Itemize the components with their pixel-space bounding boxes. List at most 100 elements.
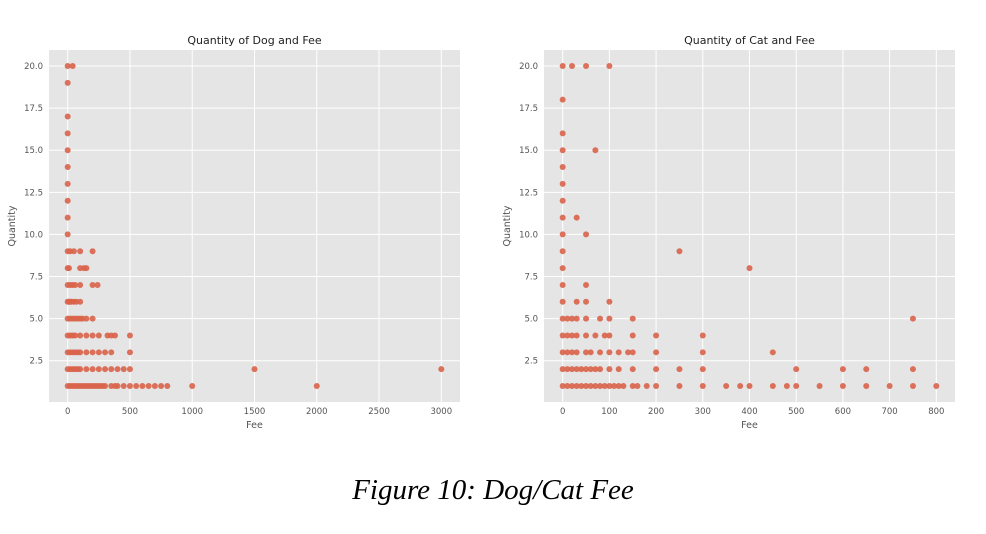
data-point [77,366,84,373]
x-tick-label: 2500 [368,407,390,417]
data-point [615,349,622,356]
y-tick-label: 2.5 [524,357,538,367]
data-point [569,366,576,373]
data-point [723,383,730,389]
data-point [629,366,636,373]
data-point [559,180,566,187]
data-point [597,383,604,389]
data-point [95,349,102,356]
data-point [108,349,115,356]
data-point [559,332,566,339]
data-point [158,383,165,389]
data-point [746,265,753,272]
data-point [139,383,146,389]
data-point [120,366,127,373]
x-tick-label: 0 [560,407,565,417]
data-point [583,366,590,373]
x-axis-label: Fee [246,420,263,431]
data-point [64,180,71,187]
x-tick-label: 0 [65,407,70,417]
data-point [676,366,683,373]
data-point [601,332,608,339]
data-point [559,130,566,137]
data-point [653,349,660,356]
data-point [569,349,576,356]
data-point [559,265,566,272]
data-point [559,298,566,305]
data-point [114,383,121,389]
x-tick-label: 500 [788,407,804,417]
data-point [89,248,96,255]
data-point [559,63,566,69]
x-tick-label: 1500 [244,407,266,417]
y-tick-label: 5.0 [524,315,538,325]
data-point [64,63,71,69]
y-axis-label: Quantity [7,205,18,246]
data-point [653,366,660,373]
y-tick-label: 7.5 [29,273,43,283]
data-point [863,366,870,373]
y-tick-label: 17.5 [24,104,43,114]
data-point [606,315,613,322]
x-tick-label: 400 [741,407,757,417]
data-point [573,315,580,322]
data-point [573,349,580,356]
data-point [886,383,893,389]
data-point [89,349,96,356]
data-point [120,383,127,389]
data-point [72,281,79,288]
data-point [583,332,590,339]
data-point [94,281,101,288]
data-point [933,383,940,389]
data-point [587,366,594,373]
data-point [83,332,90,339]
data-point [583,383,590,389]
data-point [151,383,158,389]
data-point [606,366,613,373]
data-point [606,383,613,389]
data-point [564,366,571,373]
data-point [559,147,566,154]
data-point [573,214,580,221]
data-point [615,366,622,373]
data-point [564,383,571,389]
data-point [629,332,636,339]
data-point [559,281,566,288]
data-point [578,366,585,373]
data-point [164,383,171,389]
data-point [597,349,604,356]
data-point [597,315,604,322]
data-point [65,265,72,272]
data-point [69,63,76,69]
data-point [89,281,96,288]
data-point [64,164,71,171]
data-point [133,383,140,389]
data-point [746,383,753,389]
data-point [909,383,916,389]
data-point [569,332,576,339]
y-tick-label: 12.5 [519,188,538,198]
data-point [569,383,576,389]
data-point [64,113,71,120]
y-tick-label: 15.0 [24,146,43,156]
data-point [83,349,90,356]
chart-title: Quantity of Dog and Fee [187,34,321,47]
data-point [615,383,622,389]
data-point [573,298,580,305]
data-point [64,130,71,137]
data-point [83,366,90,373]
y-tick-label: 2.5 [29,357,43,367]
data-point [769,349,776,356]
data-point [592,383,599,389]
data-point [126,332,133,339]
data-point [114,366,121,373]
data-point [583,231,590,238]
data-point [89,366,96,373]
data-point [77,281,84,288]
x-tick-label: 300 [695,407,711,417]
x-tick-label: 100 [601,407,617,417]
figure: 0 500 1000 1500 2000 2500 30002.55.07.510.012.… [7,34,955,431]
data-point [783,383,790,389]
y-tick-label: 5.0 [29,315,43,325]
data-point [573,332,580,339]
